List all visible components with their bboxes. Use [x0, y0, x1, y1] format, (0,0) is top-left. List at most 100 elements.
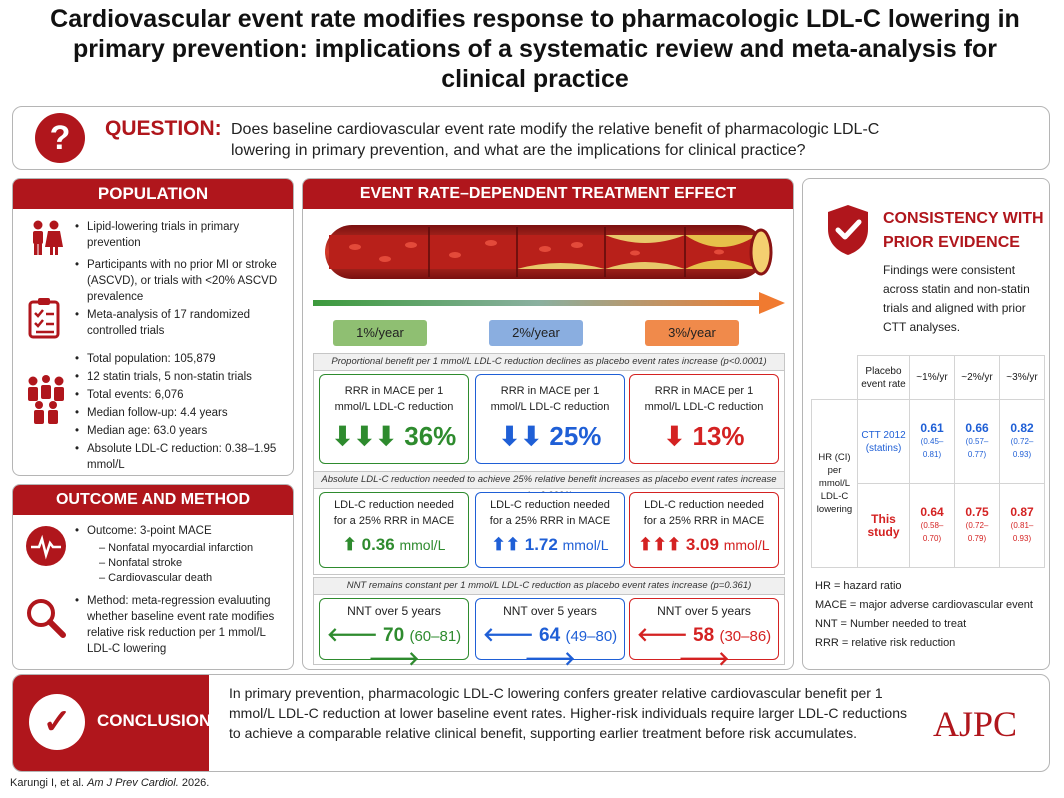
card-value: ⬆⬆ 1.72 mmol/L: [476, 535, 624, 555]
ldl-unit: mmol/L: [723, 537, 770, 553]
ldl-section: [313, 489, 785, 575]
list-item: Outcome: 3-point MACE – Nonfatal myocard…: [75, 523, 285, 586]
rrr-card-1pct: RRR in MACE per 1 mmol/L LDL-C reduction…: [319, 374, 469, 464]
people-icon: [33, 220, 63, 255]
outcome-list: Outcome: 3-point MACE – Nonfatal myocard…: [75, 523, 285, 592]
list-item: Absolute LDL-C reduction: 0.38–1.95 mmol…: [75, 441, 291, 473]
table-cell: 0.64 (0.58–0.70): [909, 483, 955, 568]
card-value: ⬆ 0.36 mmol/L: [320, 535, 468, 555]
hr-value: 0.66: [965, 421, 989, 435]
nnt-section-caption: NNT remains constant per 1 mmol/L LDL-C …: [313, 577, 785, 595]
table-row: HR (CI) per mmol/L LDL-C lowering CTT 20…: [811, 399, 1045, 568]
arrow-right-icon: 🡒: [368, 649, 420, 670]
list-item: Median follow-up: 4.4 years: [75, 405, 291, 421]
citation: Karungi I, et al. Am J Prev Cardiol. 202…: [10, 777, 209, 789]
outcome-components: – Nonfatal myocardial infarction – Nonfa…: [87, 541, 285, 586]
population-panel: POPULATION Lipid-lowering trials in prim…: [12, 178, 294, 476]
consistency-heading: CONSISTENCY WITH PRIOR EVIDENCE: [883, 207, 1044, 255]
card-title: NNT over 5 years: [503, 604, 597, 618]
citation-journal: Am J Prev Cardiol.: [87, 777, 179, 789]
arrow-up-icon: ⬆⬆: [491, 535, 521, 554]
group-icon: [28, 375, 64, 424]
journal-logo: AJPC: [933, 704, 1018, 744]
hr-ci: (0.72–0.93): [1010, 437, 1034, 459]
nnt-card-2pct: NNT over 5 years 🡐 64 (49–80) 🡒: [475, 598, 625, 669]
question-text: Does baseline cardiovascular event rate …: [231, 121, 880, 159]
list-item: – Cardiovascular death: [99, 572, 213, 584]
card-value: ⬇⬇ 25%: [476, 421, 624, 452]
arrow-up-icon: ⬆⬆⬆: [638, 535, 682, 554]
ldl-card-3pct: LDL-C reduction needed for a 25% RRR in …: [629, 492, 779, 568]
method-list: Method: meta-regression evaluuting wheth…: [75, 593, 285, 663]
arrow-down-icon: ⬇⬇: [498, 421, 543, 451]
outcome-heading: OUTCOME AND METHOD: [13, 485, 293, 515]
citation-year: 2026.: [181, 777, 210, 789]
card-title: LDL-C reduction needed for a 25% RRR in …: [333, 499, 455, 527]
card-title: LDL-C reduction needed for a 25% RRR in …: [489, 499, 611, 527]
table-cell: 0.82 (0.72–0.93): [999, 399, 1045, 484]
card-value: 🡐 64 (49–80) 🡒: [476, 623, 624, 670]
ldl-section-caption: Absolute LDL-C reduction needed to achie…: [313, 471, 785, 501]
question-box: ? QUESTION: Does baseline cardiovascular…: [12, 106, 1050, 170]
arrow-right-icon: 🡒: [678, 649, 730, 670]
arrow-down-icon: ⬇: [663, 421, 686, 451]
list-item: Total events: 6,076: [75, 387, 291, 403]
row-name: CTT 2012 (statins): [857, 399, 910, 484]
hr-ci: (0.57–0.77): [965, 437, 989, 459]
table-header: Placebo event rate: [857, 355, 910, 400]
rrr-value: 25%: [549, 421, 602, 451]
card-title: LDL-C reduction needed for a 25% RRR in …: [643, 499, 765, 527]
consistency-text: Findings were consistent across statin a…: [883, 263, 1030, 334]
shield-check-icon: [828, 205, 868, 255]
rrr-card-2pct: RRR in MACE per 1 mmol/L LDL-C reduction…: [475, 374, 625, 464]
conclusion-band: ✓ CONCLUSION: [13, 675, 211, 771]
table-header: ~2%/yr: [954, 355, 1000, 400]
hr-comparison-table: Placebo event rate ~1%/yr ~2%/yr ~3%/yr …: [811, 355, 1045, 568]
outcome-method-panel: OUTCOME AND METHOD Outcome: 3-point MACE…: [12, 484, 294, 670]
conclusion-box: ✓ CONCLUSION In primary prevention, phar…: [12, 674, 1050, 772]
nnt-ci: (30–86): [719, 628, 772, 645]
list-item: RRR = relative risk reduction: [815, 637, 956, 649]
nnt-section: [313, 595, 785, 665]
card-title: RRR in MACE per 1 mmol/L LDL-C reduction: [644, 385, 764, 413]
heading-line: PRIOR EVIDENCE: [883, 234, 1020, 251]
rate-label-3pct: 3%/year: [645, 320, 739, 346]
table-cell: 0.75 (0.72–0.79): [954, 483, 1000, 568]
card-value: ⬇ 13%: [630, 421, 778, 452]
ldl-value: 1.72: [524, 535, 558, 554]
ldl-unit: mmol/L: [562, 537, 609, 553]
card-title: NNT over 5 years: [347, 604, 441, 618]
abbreviations-list: HR = hazard ratio MACE = major adverse c…: [815, 577, 1033, 653]
card-value: 🡐 70 (60–81) 🡒: [320, 623, 468, 670]
rate-label-2pct: 2%/year: [489, 320, 583, 346]
arrow-right-icon: 🡒: [524, 649, 576, 670]
table-cell: 0.61 (0.45–0.81): [909, 399, 955, 484]
ldl-card-1pct: LDL-C reduction needed for a 25% RRR in …: [319, 492, 469, 568]
arrow-down-icon: ⬇⬇⬇: [331, 421, 398, 451]
nnt-value: 70: [383, 625, 405, 646]
arrow-left-icon: 🡐: [636, 625, 688, 646]
list-item: Total population: 105,879: [75, 351, 291, 367]
hr-value: 0.75: [965, 505, 989, 519]
row-label: HR (CI) per mmol/L LDL-C lowering: [811, 399, 858, 568]
list-item: – Nonfatal stroke: [99, 557, 183, 569]
table-header: ~3%/yr: [999, 355, 1045, 400]
hr-ci: (0.72–0.79): [965, 521, 989, 543]
list-item: 12 statin trials, 5 non-statin trials: [75, 369, 291, 385]
page-title: Cardiovascular event rate modifies respo…: [50, 5, 1020, 93]
arrow-up-icon: ⬆: [342, 535, 357, 554]
list-item: – Nonfatal myocardial infarction: [99, 542, 254, 554]
rate-label-1pct: 1%/year: [333, 320, 427, 346]
hr-ci: (0.58–0.70): [920, 521, 944, 543]
magnifier-icon: [27, 599, 66, 638]
nnt-ci: (49–80): [565, 628, 618, 645]
card-value: ⬇⬇⬇ 36%: [320, 421, 468, 452]
list-item: Meta-analysis of 17 randomized controlle…: [75, 307, 275, 339]
nnt-card-3pct: NNT over 5 years 🡐 58 (30–86) 🡒: [629, 598, 779, 669]
card-value: ⬆⬆⬆ 3.09 mmol/L: [630, 535, 778, 555]
question-label: QUESTION:: [105, 117, 222, 140]
rrr-value: 13%: [692, 421, 745, 451]
table-cell: 0.87 (0.81–0.93): [999, 483, 1045, 568]
citation-authors: Karungi I, et al.: [10, 777, 84, 789]
table-cell: 0.66 (0.57–0.77): [954, 399, 1000, 484]
